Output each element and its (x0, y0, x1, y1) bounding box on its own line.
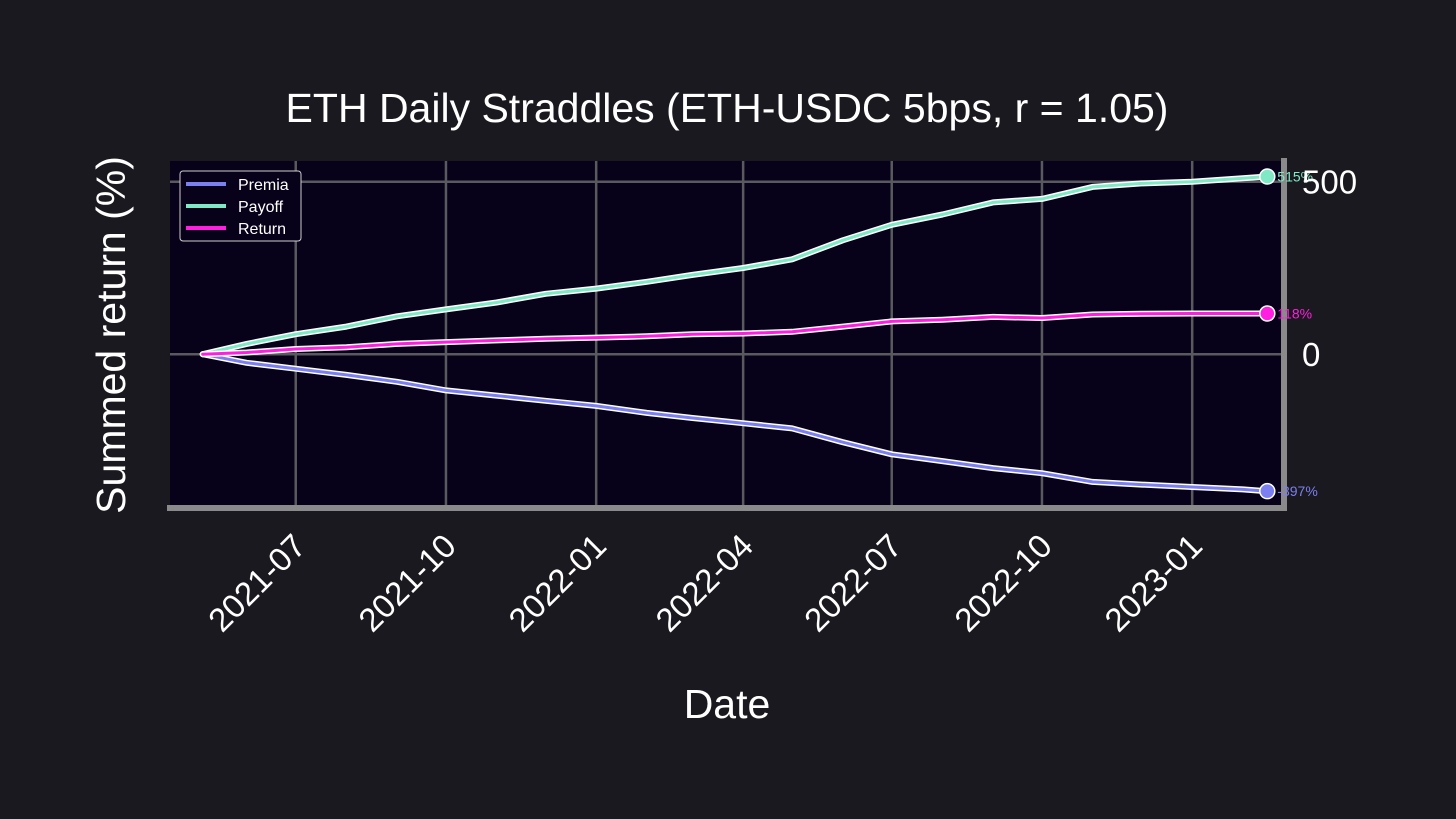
y-tick-label: 500 (1302, 164, 1357, 201)
x-tick-label: 2021-07 (201, 527, 313, 639)
series-line-payoff (201, 175, 1269, 356)
x-axis-label: Date (684, 681, 771, 727)
y-ticks: 500 0 (1302, 164, 1357, 374)
grid (170, 161, 1282, 506)
x-ticks: 2021-07 2021-10 2022-01 2022-04 2022-07 2022-… (201, 527, 1209, 639)
legend-label: Payoff (238, 199, 284, 216)
x-tick-label: 2021-10 (351, 527, 463, 639)
legend-label: Premia (238, 177, 289, 194)
series-line-premia (201, 352, 1269, 493)
series-line-return (201, 312, 1269, 356)
series-endpoints: -397% 515% 118% (1259, 168, 1318, 500)
legend-box (179, 170, 302, 242)
series-lines (199, 173, 1271, 495)
series-end-marker (1259, 482, 1276, 500)
y-tick-label: 0 (1302, 336, 1320, 373)
x-tick-label: 2022-07 (797, 527, 909, 639)
y-axis-label: Summed return (%) (88, 156, 134, 514)
x-tick-label: 2022-01 (501, 527, 613, 639)
series-end-label: 118% (1277, 305, 1312, 321)
series-end-marker (1259, 305, 1276, 322)
x-tick-label: 2022-04 (648, 527, 760, 639)
series-end-marker (1259, 168, 1276, 185)
x-tick-label: 2023-01 (1097, 527, 1209, 639)
series-end-label: 515% (1277, 169, 1313, 185)
legend: Premia Payoff Return (179, 170, 302, 242)
legend-label: Return (238, 221, 286, 238)
series-end-label: -397% (1277, 483, 1317, 499)
chart-title: ETH Daily Straddles (ETH-USDC 5bps, r = … (286, 85, 1169, 131)
x-tick-label: 2022-10 (947, 527, 1059, 639)
axis-spines (167, 158, 1287, 511)
